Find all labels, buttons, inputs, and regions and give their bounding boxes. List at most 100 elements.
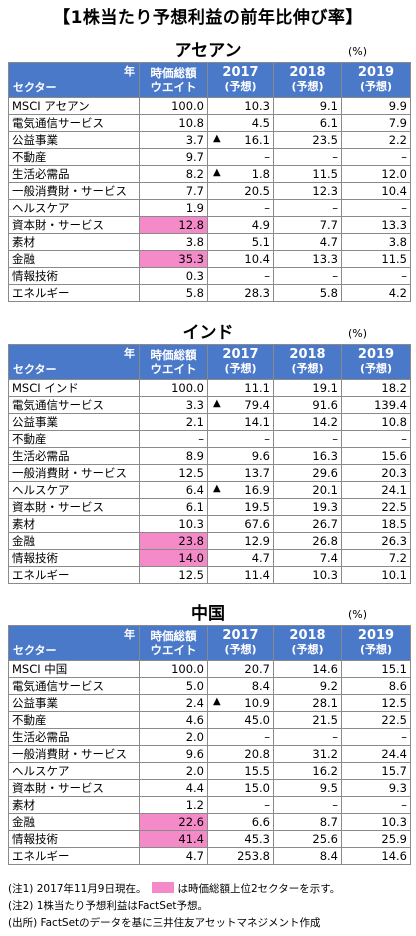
data-table: 年セクター 時価総額 ウエイト 2017 (予想) 2018 (予想) 2019 (予想) MSC… xyxy=(8,62,411,302)
value-2018: 16.3 xyxy=(273,447,342,465)
weight-cell: 9.6 xyxy=(139,745,208,763)
header-weight-line1: 時価総額 xyxy=(150,348,197,362)
header-year-2018: 2018 (予想) xyxy=(273,62,342,98)
sector-name: 情報技術 xyxy=(8,549,140,567)
value-2019: 22.5 xyxy=(341,711,411,729)
sector-label: セクター xyxy=(13,81,57,94)
negative-marker: ▲ xyxy=(213,133,221,144)
value-2017: 12.9 xyxy=(207,532,274,550)
value-2018: 19.1 xyxy=(273,379,342,397)
sector-name: エネルギー xyxy=(8,566,140,584)
header-year: 2018 xyxy=(289,65,326,80)
value-2017: – xyxy=(207,430,274,448)
table-row: ヘルスケア 2.0 15.5 16.2 15.7 xyxy=(8,762,411,780)
value-2018: 29.6 xyxy=(273,464,342,482)
value-2017: 5.1 xyxy=(207,233,274,251)
weight-cell: 2.0 xyxy=(139,728,208,746)
value-2019: 26.3 xyxy=(341,532,411,550)
sector-name: MSCI アセアン xyxy=(8,97,140,115)
sector-name: 生活必需品 xyxy=(8,447,140,465)
header-year: 2017 xyxy=(222,347,259,362)
table-row: 生活必需品 8.9 9.6 16.3 15.6 xyxy=(8,447,411,465)
sector-name: 資本財・サービス xyxy=(8,216,140,234)
value-2018: 9.2 xyxy=(273,677,342,695)
table-row: 公益事業 3.7 ▲ 16.1 23.5 2.2 xyxy=(8,131,411,149)
table-row: ヘルスケア 1.9– – – xyxy=(8,199,411,217)
value-2018: – xyxy=(273,267,342,285)
value-2019: 15.6 xyxy=(341,447,411,465)
value-2017: 45.0 xyxy=(207,711,274,729)
value-2019: – xyxy=(341,267,411,285)
table-row: 電気通信サービス 3.3 ▲ 79.4 91.6 139.4 xyxy=(8,396,411,414)
note-1-text: (注1) 2017年11月9日現在。 xyxy=(8,883,147,895)
value-2019: 139.4 xyxy=(341,396,411,414)
header-corner: 年セクター xyxy=(8,625,140,661)
sector-name: 一般消費財・サービス xyxy=(8,464,140,482)
sector-name: 金融 xyxy=(8,532,140,550)
value-2017: 20.8 xyxy=(207,745,274,763)
value-2019: 10.8 xyxy=(341,413,411,431)
weight-cell: 22.6 xyxy=(139,813,208,831)
data-table: 年セクター 時価総額 ウエイト 2017 (予想) 2018 (予想) 2019 (予想) MSC… xyxy=(8,344,411,584)
value-2017: 19.5 xyxy=(207,498,274,516)
value-2018: 8.4 xyxy=(273,847,342,865)
header-weight: 時価総額 ウエイト xyxy=(139,344,208,380)
header-year: 2019 xyxy=(357,65,395,80)
value-2019: 9.3 xyxy=(341,779,411,797)
value-2017: 15.0 xyxy=(207,779,274,797)
header-year-sub: (予想) xyxy=(359,643,393,656)
sector-name: 公益事業 xyxy=(8,694,140,712)
header-year-2018: 2018 (予想) xyxy=(273,344,342,380)
table-row: エネルギー 5.8 28.3 5.8 4.2 xyxy=(8,284,411,302)
value-2019: 25.9 xyxy=(341,830,411,848)
sector-name: 素材 xyxy=(8,233,140,251)
value-2017: 20.7 xyxy=(207,660,274,678)
table-row: 資本財・サービス 4.4 15.0 9.5 9.3 xyxy=(8,779,411,797)
table-row: 不動産 4.6 45.0 21.5 22.5 xyxy=(8,711,411,729)
value-2018: 10.3 xyxy=(273,566,342,584)
sector-name: 電気通信サービス xyxy=(8,114,140,132)
header-weight-line2: ウエイト xyxy=(150,643,197,657)
sector-name: 資本財・サービス xyxy=(8,779,140,797)
weight-cell: 3.3 xyxy=(139,396,208,414)
table-row: 情報技術 0.3– – – xyxy=(8,267,411,285)
weight-cell: 100.0 xyxy=(139,660,208,678)
value-2019: 10.1 xyxy=(341,566,411,584)
value-2019: 22.5 xyxy=(341,498,411,516)
weight-cell: 2.1 xyxy=(139,413,208,431)
value-2017: 11.1 xyxy=(207,379,274,397)
sector-name: 生活必需品 xyxy=(8,728,140,746)
value-2018: – xyxy=(273,148,342,166)
weight-cell: 100.0 xyxy=(139,379,208,397)
sector-name: 不動産 xyxy=(8,430,140,448)
sector-name: ヘルスケア xyxy=(8,762,140,780)
weight-cell: 0.3 xyxy=(139,267,208,285)
header-weight-line1: 時価総額 xyxy=(150,66,197,80)
value-2019: 15.1 xyxy=(341,660,411,678)
value-2017: 13.7 xyxy=(207,464,274,482)
weight-cell: 4.6 xyxy=(139,711,208,729)
header-year-sub: (予想) xyxy=(291,80,324,93)
value-2018: 9.1 xyxy=(273,97,342,115)
weight-cell: 12.5 xyxy=(139,566,208,584)
weight-cell: 8.9 xyxy=(139,447,208,465)
weight-cell: 10.3 xyxy=(139,515,208,533)
value-2019: 10.4 xyxy=(341,182,411,200)
value-2017: 6.6 xyxy=(207,813,274,831)
header-year: 2017 xyxy=(222,65,259,80)
table-row: 金融 22.6 6.6 8.7 10.3 xyxy=(8,813,411,831)
table-row: 公益事業 2.4 ▲ 10.9 28.1 12.5 xyxy=(8,694,411,712)
header-year-2019: 2019 (予想) xyxy=(341,625,411,661)
table-row: ヘルスケア 6.4 ▲ 16.9 20.1 24.1 xyxy=(8,481,411,499)
weight-cell: 3.7 xyxy=(139,131,208,149)
weight-cell: 1.9 xyxy=(139,199,208,217)
value-2017-number: 16.9 xyxy=(244,483,270,497)
data-table: 年セクター 時価総額 ウエイト 2017 (予想) 2018 (予想) 2019 (予想) MSC… xyxy=(8,625,411,865)
section-title: 中国 xyxy=(191,604,225,624)
table-row: 生活必需品 2.0– – – xyxy=(8,728,411,746)
value-2017: – xyxy=(207,199,274,217)
value-2019: 11.5 xyxy=(341,250,411,268)
weight-cell: 1.2 xyxy=(139,796,208,814)
header-year-2018: 2018 (予想) xyxy=(273,625,342,661)
value-2018: 6.1 xyxy=(273,114,342,132)
